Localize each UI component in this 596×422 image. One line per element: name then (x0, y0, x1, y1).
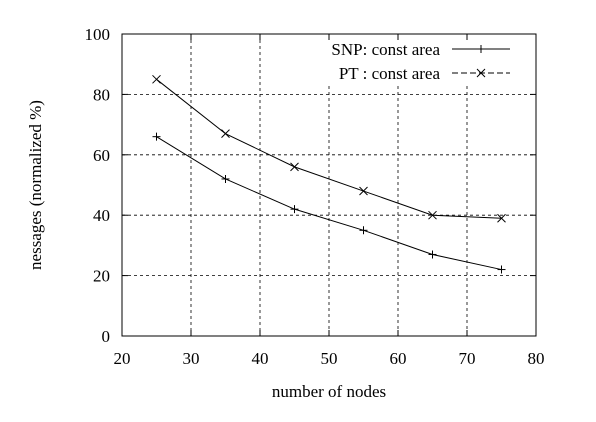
y-tick-label: 60 (93, 146, 110, 165)
pt-series-point (497, 213, 506, 223)
x-tick-label: 60 (390, 349, 407, 368)
legend: SNP: const area PT : const area (331, 40, 510, 83)
x-tick-label: 50 (321, 349, 338, 368)
grid-lines (122, 34, 536, 336)
pt-series (152, 74, 506, 223)
legend-marker-2 (476, 68, 486, 78)
snp-series (152, 132, 506, 274)
x-tick-label: 70 (459, 349, 476, 368)
snp-series-point (497, 265, 506, 274)
legend-label-1: SNP: const area (331, 40, 440, 59)
pt-series-point (290, 162, 299, 172)
y-tick-label: 40 (93, 206, 110, 225)
y-tick-label: 100 (85, 25, 111, 44)
snp-series-line (156, 136, 502, 271)
y-tick-label: 0 (102, 327, 111, 346)
pt-series-point (359, 186, 368, 196)
pt-series-line (156, 78, 502, 219)
y-axis-label: nessages (normalized %) (26, 100, 45, 270)
snp-series-point (428, 250, 437, 259)
pt-series-point (428, 210, 437, 220)
series-layer (152, 74, 506, 274)
snp-series-point (152, 132, 161, 141)
snp-series-point (221, 174, 230, 183)
snp-series-point (290, 205, 299, 214)
legend-label-2: PT : const area (339, 64, 441, 83)
x-tick-label: 80 (528, 349, 545, 368)
pt-series-point (221, 129, 230, 139)
pt-series-point (152, 74, 161, 84)
y-tick-label: 20 (93, 267, 110, 286)
snp-series-point (359, 226, 368, 235)
y-tick-label: 80 (93, 85, 110, 104)
legend-marker-1 (477, 45, 485, 53)
x-tick-label: 20 (114, 349, 131, 368)
x-axis-label: number of nodes (272, 382, 386, 401)
x-tick-label: 30 (183, 349, 200, 368)
x-tick-label: 40 (252, 349, 269, 368)
